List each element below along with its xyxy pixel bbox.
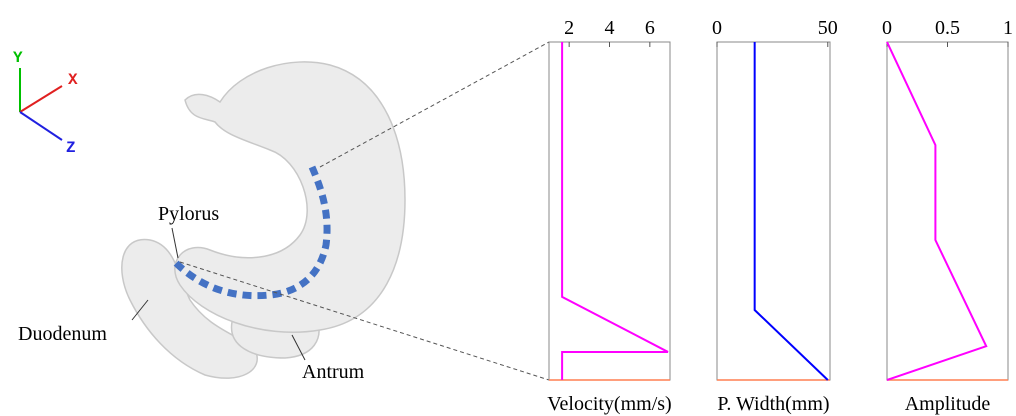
x-tick-label: 0.5 <box>935 17 960 39</box>
x-axis-label: Velocity(mm/s) <box>547 393 671 415</box>
x-tick-label: 0 <box>882 17 892 39</box>
x-tick-label: 0 <box>712 17 722 39</box>
x-tick-label: 4 <box>605 17 615 39</box>
x-arrow <box>20 86 62 112</box>
profile-line <box>755 42 828 380</box>
profile-line <box>562 42 668 380</box>
x-axis-label: P. Width(mm) <box>717 393 829 415</box>
profile-line <box>887 42 986 380</box>
x-tick-label: 6 <box>645 17 655 39</box>
z-label: Z <box>66 139 76 157</box>
x-axis-label: Amplitude <box>905 393 991 415</box>
x-label: X <box>68 71 78 89</box>
y-label: Y <box>13 49 23 67</box>
pylorus-label: Pylorus <box>158 203 219 225</box>
duodenum-label: Duodenum <box>18 323 107 345</box>
antrum-label: Antrum <box>302 361 365 383</box>
plot-frame <box>887 42 1008 380</box>
x-tick-label: 2 <box>564 17 574 39</box>
plot-frame <box>549 42 670 380</box>
x-tick-label: 1 <box>1003 17 1013 39</box>
z-arrow <box>20 112 62 140</box>
figure: X Y Z Pylorus Duodenum Antrum 2 4 6 Velocit… <box>0 0 1016 416</box>
x-tick-label: 50 <box>818 17 838 39</box>
axis-triad: X Y Z <box>13 49 78 157</box>
leader-line <box>172 228 178 258</box>
